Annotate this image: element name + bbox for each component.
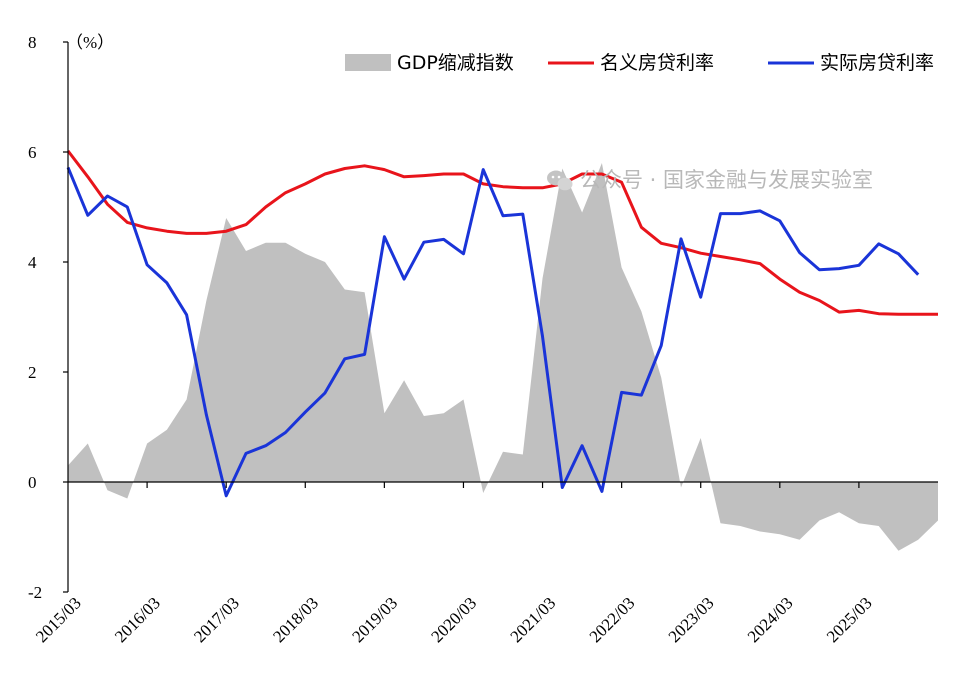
y-tick-label: -2 bbox=[28, 583, 42, 602]
x-tick-label: 2018/03 bbox=[269, 593, 322, 646]
x-tick-label: 2021/03 bbox=[507, 593, 560, 646]
plot-area bbox=[66, 149, 938, 551]
legend-item: 名义房贷利率 bbox=[548, 52, 714, 74]
x-tick-label: 2016/03 bbox=[111, 593, 164, 646]
legend-item: 实际房贷利率 bbox=[768, 52, 934, 74]
series-line-nominal-rate bbox=[66, 149, 938, 316]
watermark-text: 公众号 · 国家金融与发展实验室 bbox=[580, 168, 873, 192]
x-tick-label: 2023/03 bbox=[665, 593, 718, 646]
legend-label: 名义房贷利率 bbox=[600, 52, 714, 74]
series-area-gdp-deflator bbox=[68, 163, 938, 551]
y-ticks: -2 0 2 4 6 8 bbox=[28, 33, 68, 602]
y-tick-label: 8 bbox=[28, 33, 37, 52]
y-tick-label: 0 bbox=[28, 473, 37, 492]
x-tick-label: 2020/03 bbox=[427, 593, 480, 646]
y-tick-label: 6 bbox=[28, 143, 37, 162]
x-tick-label: 2017/03 bbox=[190, 593, 243, 646]
legend-swatch bbox=[345, 54, 391, 71]
legend-label: GDP缩减指数 bbox=[397, 52, 514, 74]
x-tick-label: 2025/03 bbox=[823, 593, 876, 646]
y-unit-label: （%） bbox=[66, 33, 114, 52]
x-tick-label: 2022/03 bbox=[586, 593, 639, 646]
legend: GDP缩减指数 名义房贷利率 实际房贷利率 bbox=[345, 52, 934, 74]
legend-item: GDP缩减指数 bbox=[345, 52, 514, 74]
y-tick-label: 2 bbox=[28, 363, 37, 382]
x-tick-label: 2024/03 bbox=[744, 593, 797, 646]
x-tick-label: 2019/03 bbox=[348, 593, 401, 646]
y-tick-label: 4 bbox=[28, 253, 37, 272]
series-line-real-rate bbox=[66, 166, 920, 498]
wechat-icon bbox=[547, 170, 573, 191]
watermark: 公众号 · 国家金融与发展实验室 bbox=[547, 168, 873, 192]
legend-label: 实际房贷利率 bbox=[820, 52, 934, 74]
